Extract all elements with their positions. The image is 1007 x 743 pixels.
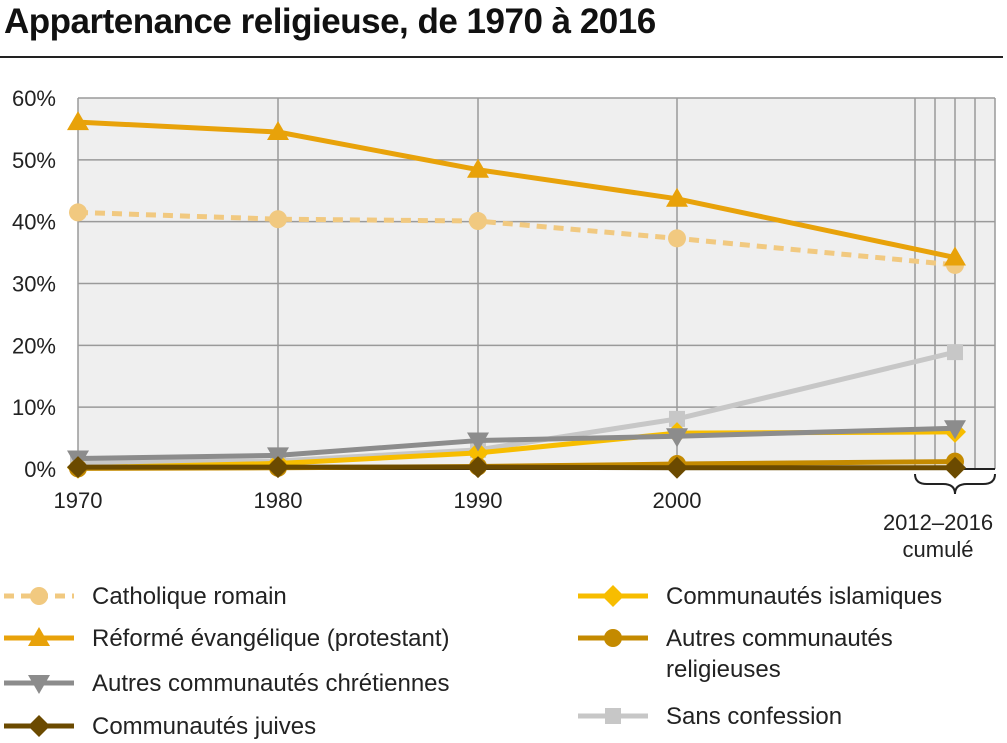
- data-point: [944, 456, 966, 479]
- legend-label: Communautés juives: [92, 713, 316, 740]
- legend-marker: [28, 715, 50, 737]
- legend-item: Autres communautés religieuses: [578, 625, 893, 683]
- legend-label: Autres communautés: [666, 625, 893, 652]
- data-point: [467, 158, 489, 178]
- series-line: [78, 464, 955, 471]
- data-point: [668, 229, 686, 248]
- data-point: [469, 212, 487, 231]
- series-0: [69, 203, 964, 274]
- series-3: [67, 456, 966, 479]
- series-1: [67, 111, 966, 266]
- x-tick-label: 1970: [54, 488, 103, 513]
- data-point: [267, 121, 289, 141]
- data-point: [666, 428, 688, 448]
- x-period-label: 2012–2016: [883, 510, 993, 535]
- data-point: [666, 456, 688, 479]
- legend-item: Sans confession: [578, 703, 842, 730]
- data-point: [467, 456, 489, 479]
- x-tick-label: 2000: [653, 488, 702, 513]
- legend-item: Réformé évangélique (protestant): [4, 625, 450, 652]
- x-period-label: cumulé: [903, 537, 974, 562]
- legend-marker: [605, 708, 621, 724]
- data-point: [467, 432, 489, 452]
- data-point: [467, 441, 489, 464]
- data-point: [944, 246, 966, 266]
- x-tick-label: 1990: [454, 488, 503, 513]
- series-group: [67, 111, 966, 479]
- legend-marker: [28, 675, 50, 694]
- legend-marker: [602, 585, 624, 607]
- data-point: [269, 210, 287, 229]
- y-tick-label: 60%: [12, 86, 56, 111]
- legend-item: Communautés juives: [4, 713, 316, 740]
- legend-label: Communautés islamiques: [666, 583, 942, 610]
- chart-title: Appartenance religieuse, de 1970 à 2016: [4, 2, 656, 41]
- y-tick-label: 40%: [12, 210, 56, 235]
- legend-marker: [30, 587, 48, 605]
- legend-marker: [28, 627, 50, 646]
- legend-label: Catholique romain: [92, 583, 287, 610]
- data-point: [67, 111, 89, 131]
- legend-item: Catholique romain: [4, 583, 287, 610]
- y-tick-label: 10%: [12, 395, 56, 420]
- data-point: [267, 456, 289, 479]
- period-brace: [914, 473, 996, 495]
- legend-item: Autres communautés chrétiennes: [4, 670, 450, 697]
- legend-label: Réformé évangélique (protestant): [92, 625, 450, 652]
- y-tick-label: 30%: [12, 272, 56, 297]
- legend-label: Autres communautés chrétiennes: [92, 670, 450, 697]
- legend-label: Sans confession: [666, 703, 842, 730]
- legend-marker: [604, 629, 622, 647]
- y-axis-ticks: 0% 10% 20% 30% 40% 50% 60%: [12, 86, 56, 482]
- period-brace-path: [914, 473, 996, 495]
- data-point: [67, 456, 89, 479]
- legend-item: Communautés islamiques: [578, 583, 942, 610]
- data-point: [69, 203, 87, 222]
- x-tick-label: 1980: [254, 488, 303, 513]
- y-tick-label: 0%: [24, 457, 56, 482]
- data-point: [947, 344, 963, 361]
- data-point: [944, 420, 966, 440]
- legend: Catholique romain Réformé évangélique (pr…: [4, 583, 942, 740]
- legend-label: religieuses: [666, 656, 781, 683]
- y-tick-label: 50%: [12, 148, 56, 173]
- data-point: [669, 410, 685, 427]
- data-point: [666, 187, 688, 207]
- title-divider: [0, 56, 1003, 58]
- y-tick-label: 20%: [12, 333, 56, 358]
